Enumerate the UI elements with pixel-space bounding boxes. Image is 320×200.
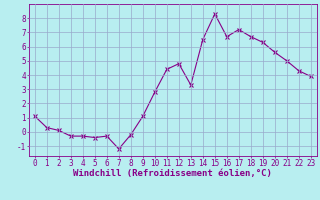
X-axis label: Windchill (Refroidissement éolien,°C): Windchill (Refroidissement éolien,°C) (73, 169, 272, 178)
